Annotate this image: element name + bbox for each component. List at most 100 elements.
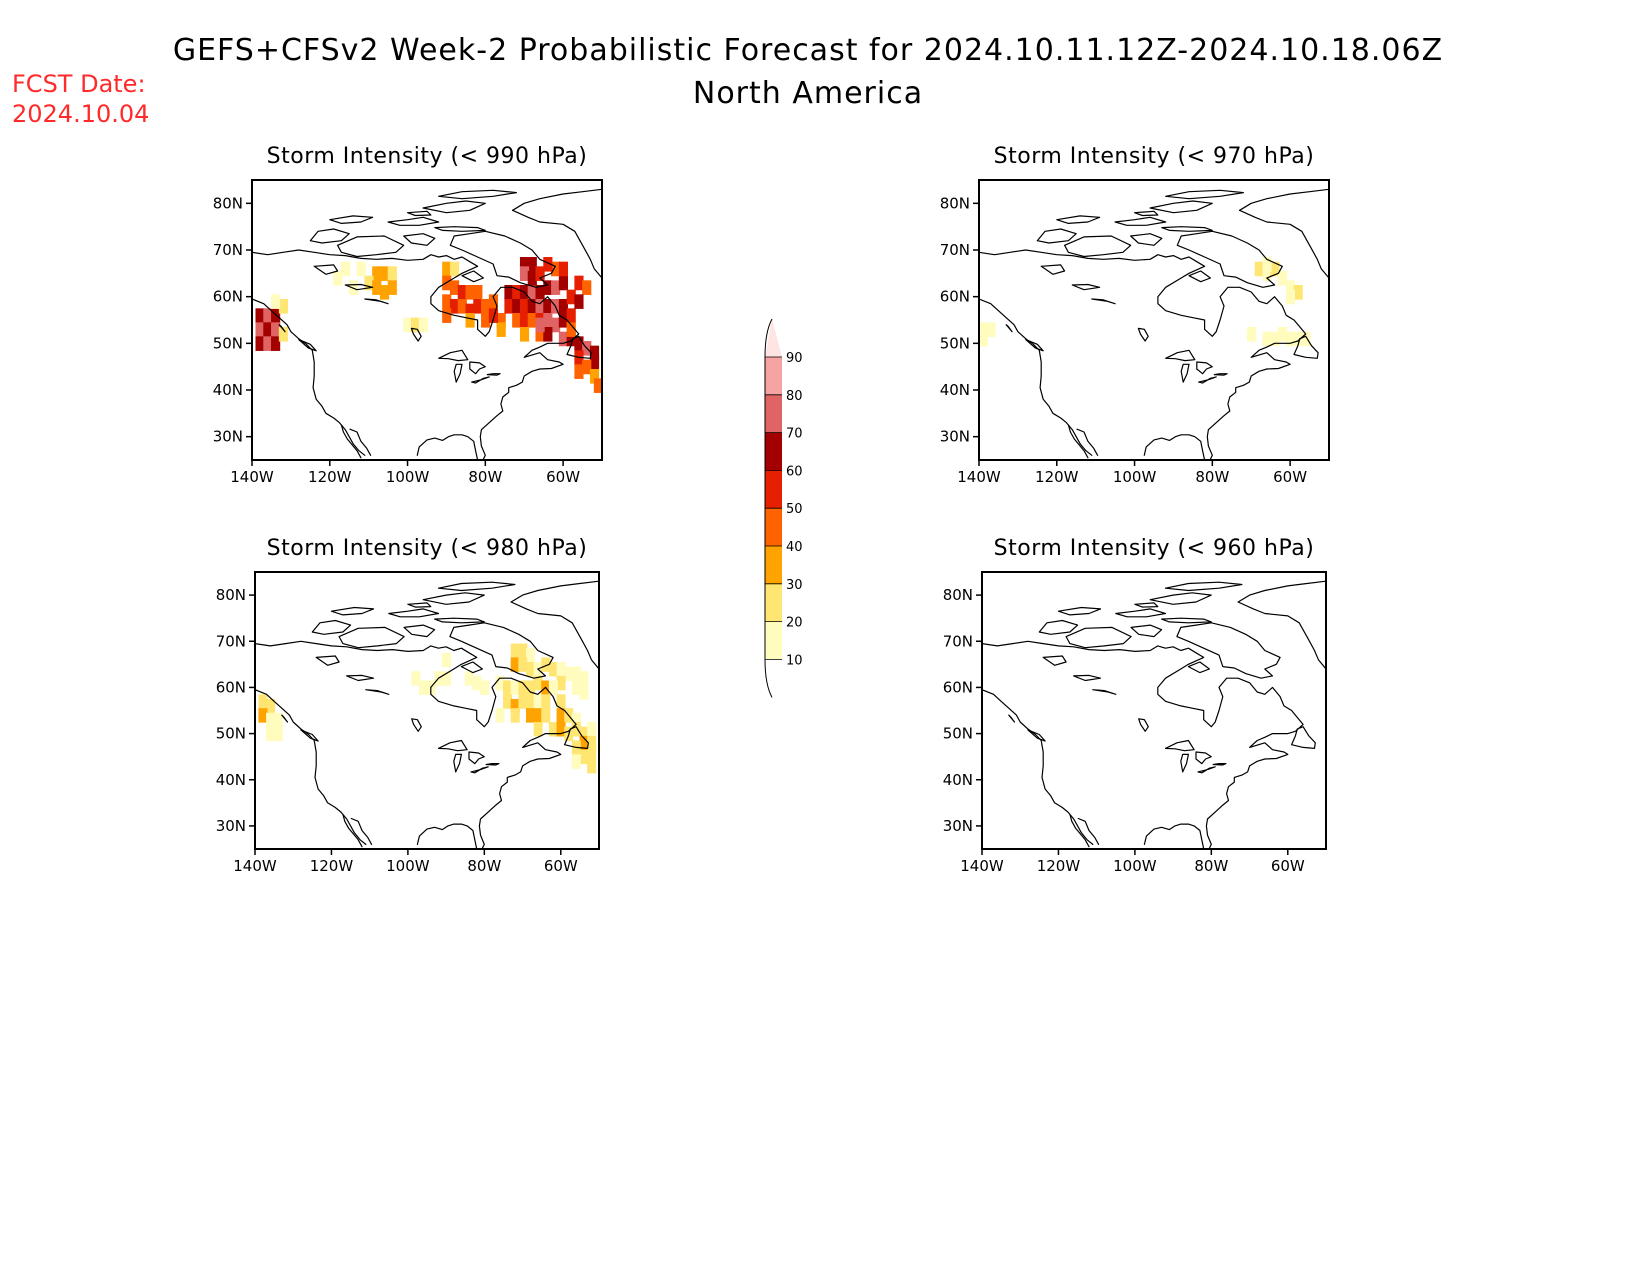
prob-cell bbox=[255, 322, 265, 337]
prob-cell bbox=[543, 327, 553, 342]
prob-cell bbox=[551, 317, 561, 333]
lon-tick-label: 60W bbox=[1271, 857, 1305, 875]
prob-cell bbox=[1301, 331, 1311, 347]
prob-cell bbox=[278, 327, 288, 342]
lat-tick-label: 60N bbox=[216, 678, 246, 696]
coastline bbox=[1293, 335, 1319, 359]
prob-cell bbox=[481, 313, 491, 328]
lon-tick-label: 60W bbox=[1273, 468, 1307, 486]
coastline bbox=[1076, 428, 1099, 456]
prob-cell bbox=[519, 327, 530, 342]
coastline bbox=[461, 270, 484, 283]
coastline bbox=[1149, 200, 1213, 214]
colorbar-tick-label: 30 bbox=[786, 578, 803, 593]
prob-cell bbox=[1254, 261, 1264, 277]
prob-cell bbox=[1270, 331, 1280, 347]
prob-cell bbox=[495, 675, 505, 691]
prob-cell bbox=[533, 708, 543, 723]
lat-tick-label: 60N bbox=[943, 678, 973, 696]
lon-tick-label: 60W bbox=[546, 468, 580, 486]
coastline bbox=[344, 283, 374, 291]
coastline bbox=[281, 714, 289, 723]
coastline bbox=[512, 188, 602, 211]
prob-cell bbox=[503, 694, 513, 709]
prob-cell bbox=[979, 331, 988, 347]
fcst-date-value: 2024.10.04 bbox=[12, 100, 149, 128]
lon-tick-label: 60W bbox=[544, 857, 578, 875]
prob-cell bbox=[525, 680, 536, 695]
lat-tick-label: 40N bbox=[216, 771, 246, 789]
coastline bbox=[1149, 592, 1212, 605]
coastline bbox=[1114, 216, 1167, 226]
coastline bbox=[365, 689, 390, 695]
coastline bbox=[1188, 270, 1211, 283]
coastline bbox=[346, 674, 375, 682]
map-body bbox=[252, 188, 602, 460]
prob-cell bbox=[527, 271, 537, 286]
lat-tick-label: 70N bbox=[216, 632, 246, 650]
prob-cell bbox=[441, 671, 451, 686]
prob-cell bbox=[333, 271, 343, 286]
panel-990hpa: Storm Intensity (< 990 hPa) 80N 70N 60N 50N 4… bbox=[213, 144, 603, 486]
coastline bbox=[1071, 283, 1101, 291]
lon-tick-label: 80W bbox=[468, 468, 502, 486]
prob-cell bbox=[519, 266, 530, 281]
prob-cell bbox=[510, 680, 520, 695]
prob-cell bbox=[255, 336, 265, 351]
prob-cell bbox=[519, 299, 530, 314]
lat-tick-label: 30N bbox=[213, 428, 243, 446]
prob-cell bbox=[1278, 271, 1288, 286]
coastline bbox=[460, 661, 483, 674]
prob-cell bbox=[558, 261, 568, 277]
prob-cell bbox=[582, 359, 592, 375]
coastline bbox=[252, 298, 366, 456]
colorbar-segment bbox=[765, 432, 782, 471]
prob-cell bbox=[411, 671, 421, 686]
prob-cell bbox=[518, 643, 528, 659]
lon-tick-label: 140W bbox=[233, 857, 277, 875]
lat-tick-label: 40N bbox=[213, 381, 243, 399]
prob-cell bbox=[387, 280, 397, 295]
coastline bbox=[313, 264, 339, 275]
coastline bbox=[979, 298, 1093, 456]
lat-tick-label: 50N bbox=[940, 334, 970, 352]
coastline bbox=[1040, 264, 1066, 275]
lon-tick-label: 120W bbox=[1035, 468, 1079, 486]
prob-cell bbox=[510, 643, 520, 659]
coastline bbox=[1161, 617, 1212, 624]
lon-tick-label: 80W bbox=[467, 857, 501, 875]
prob-cell bbox=[403, 317, 413, 333]
prob-cell bbox=[473, 285, 483, 300]
coastline bbox=[255, 640, 577, 849]
prob-cell bbox=[266, 712, 276, 728]
coastline bbox=[278, 324, 286, 333]
lon-tick-label: 120W bbox=[310, 857, 354, 875]
lon-tick-label: 140W bbox=[230, 468, 274, 486]
prob-cell bbox=[548, 680, 558, 695]
lat-tick-label: 50N bbox=[943, 725, 973, 743]
prob-cell bbox=[481, 299, 491, 314]
prob-cell bbox=[1262, 257, 1272, 272]
lon-tick-label: 120W bbox=[1037, 857, 1081, 875]
coastline bbox=[470, 766, 489, 774]
prob-cell bbox=[548, 722, 558, 737]
coastline bbox=[1130, 233, 1163, 246]
coastline bbox=[510, 601, 599, 670]
colorbar-segment bbox=[765, 394, 782, 433]
prob-cell bbox=[255, 308, 265, 323]
prob-cell bbox=[519, 257, 530, 272]
coastline bbox=[252, 249, 580, 460]
colorbar-tick-label: 80 bbox=[786, 389, 803, 404]
coastline bbox=[416, 823, 478, 849]
prob-cell bbox=[356, 261, 366, 277]
prob-cell bbox=[587, 735, 597, 751]
prob-cell bbox=[258, 708, 268, 723]
colorbar-tick-label: 10 bbox=[786, 653, 803, 668]
coastline bbox=[1115, 608, 1167, 618]
prob-cell bbox=[556, 675, 566, 691]
prob-cell bbox=[273, 726, 283, 742]
colorbar-tick-label: 70 bbox=[786, 427, 803, 442]
lon-tick-label: 100W bbox=[1113, 468, 1157, 486]
prob-cell bbox=[1285, 280, 1295, 295]
probability-cells bbox=[979, 257, 1311, 347]
